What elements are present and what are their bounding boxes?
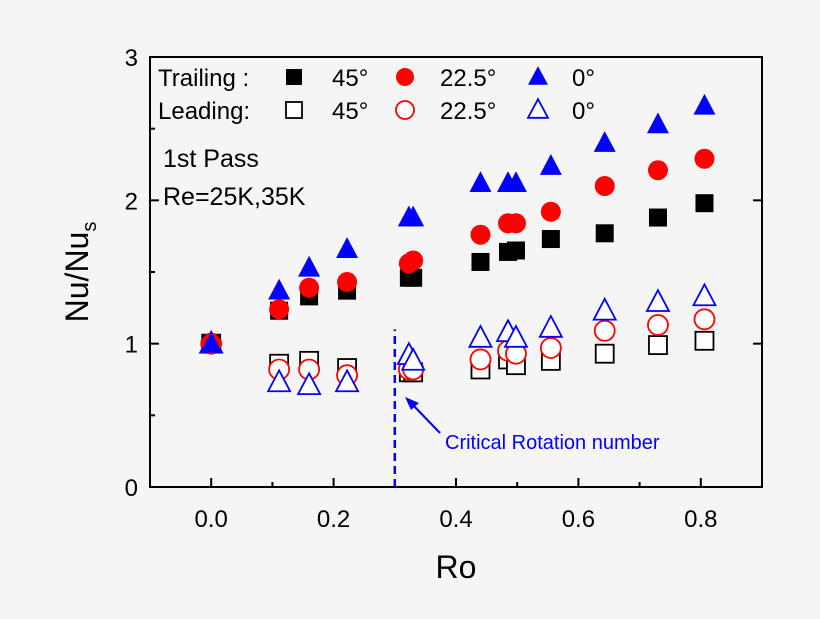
data-point <box>541 230 560 249</box>
data-point <box>647 314 669 336</box>
data-point <box>400 347 426 371</box>
data-point <box>336 237 359 258</box>
data-point <box>645 288 671 312</box>
legend-marker <box>528 66 548 85</box>
x-tick-label: 0.2 <box>317 506 350 533</box>
data-point <box>539 154 562 175</box>
data-point <box>470 224 491 245</box>
legend-marker <box>285 101 303 119</box>
x-axis-label: Ro <box>436 549 477 585</box>
legend-row-label: Trailing : <box>158 65 249 92</box>
series-trailing-0- <box>200 93 716 353</box>
data-point <box>646 112 669 134</box>
annotation-arrow-line <box>411 403 441 434</box>
data-point <box>503 324 529 348</box>
data-point <box>595 224 614 243</box>
data-point <box>334 368 360 393</box>
legend-angle-label: 45° <box>332 98 368 125</box>
data-point <box>506 241 525 260</box>
data-point <box>504 171 527 193</box>
reynolds-label: Re=25K,35K <box>163 183 306 211</box>
y-axis-label: Nu/Nus <box>59 222 101 323</box>
series-trailing-22-5- <box>201 148 715 354</box>
data-point <box>538 314 564 338</box>
data-point <box>469 348 492 371</box>
legend-marker <box>286 69 302 85</box>
legend-marker <box>526 97 550 119</box>
data-point <box>539 337 562 359</box>
data-point <box>469 171 492 193</box>
data-point <box>648 335 668 356</box>
data-point <box>647 160 668 181</box>
data-point <box>593 131 616 152</box>
legend-angle-label: 22.5° <box>440 65 496 92</box>
critical-annotation: Critical Rotation number <box>445 432 660 454</box>
data-point <box>540 201 561 222</box>
data-point <box>693 93 716 115</box>
annotation-arrow-head <box>405 397 419 410</box>
legend-marker <box>396 68 414 86</box>
legend-marker <box>395 100 415 120</box>
x-tick-label: 0.6 <box>562 506 595 533</box>
series-trailing-45- <box>202 194 714 353</box>
data-point <box>266 368 292 393</box>
pass-label: 1st Pass <box>163 145 259 173</box>
data-point <box>592 296 618 321</box>
data-point <box>693 308 716 331</box>
data-point <box>200 331 223 353</box>
data-point <box>593 319 616 342</box>
data-point <box>691 282 717 307</box>
data-point <box>467 324 493 348</box>
data-point <box>269 299 290 320</box>
data-point <box>648 208 667 227</box>
data-point <box>594 176 615 196</box>
data-point <box>505 213 526 234</box>
data-point <box>296 371 322 396</box>
data-point <box>695 194 714 213</box>
legend-angle-label: 22.5° <box>440 98 496 125</box>
legend-row-label: Leading: <box>158 98 250 125</box>
legend-angle-label: 0° <box>572 98 595 125</box>
data-point <box>299 277 320 298</box>
x-tick-label: 0.0 <box>195 506 228 533</box>
y-tick-label: 0 <box>125 475 138 502</box>
y-tick-label: 2 <box>125 188 138 215</box>
svg-text:Nu/Nus: Nu/Nus <box>59 222 101 323</box>
y-tick-label: 3 <box>125 45 138 72</box>
y-tick-label: 1 <box>125 332 138 359</box>
data-point <box>694 148 715 169</box>
data-point <box>337 272 358 293</box>
data-point <box>402 205 425 227</box>
data-point <box>268 278 291 300</box>
data-point <box>298 255 321 277</box>
x-tick-label: 0.8 <box>684 506 717 533</box>
data-point <box>403 250 424 271</box>
data-point <box>694 330 715 351</box>
data-point <box>471 252 490 271</box>
legend-angle-label: 45° <box>332 65 368 92</box>
data-point <box>594 343 615 364</box>
legend-angle-label: 0° <box>572 65 595 92</box>
x-tick-label: 0.4 <box>439 506 472 533</box>
